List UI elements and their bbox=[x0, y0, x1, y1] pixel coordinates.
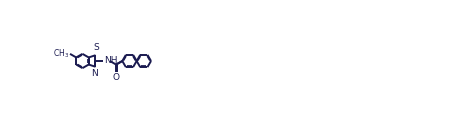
Text: S: S bbox=[94, 43, 99, 52]
Text: N: N bbox=[91, 69, 98, 78]
Text: CH$_3$: CH$_3$ bbox=[53, 48, 69, 60]
Text: O: O bbox=[113, 73, 120, 82]
Text: NH: NH bbox=[104, 57, 117, 65]
